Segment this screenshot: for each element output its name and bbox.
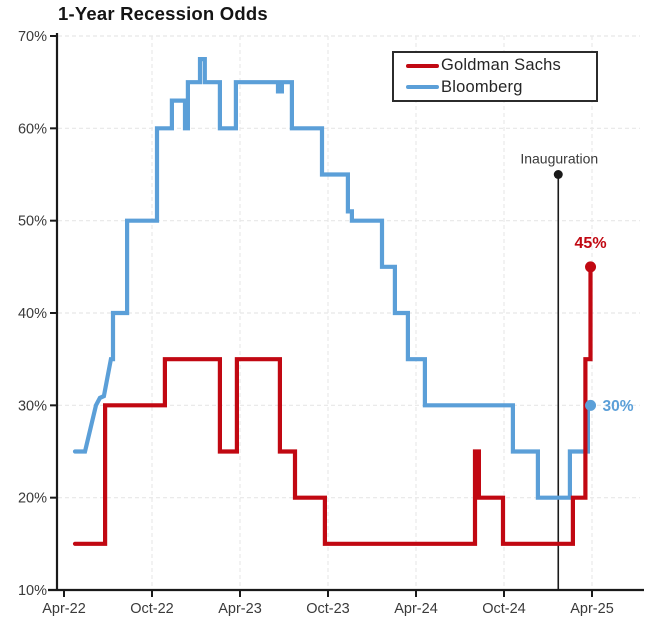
legend: Goldman Sachs Bloomberg — [392, 51, 598, 102]
x-tick-label: Oct-23 — [306, 601, 350, 617]
legend-item-goldman: Goldman Sachs — [406, 56, 590, 75]
x-tick-label: Oct-24 — [482, 601, 526, 617]
end-value-label: 45% — [575, 235, 607, 252]
annotation-label: Inauguration — [520, 151, 598, 167]
y-tick-label: 50% — [18, 214, 47, 230]
chart-title: 1-Year Recession Odds — [58, 3, 268, 24]
x-tick-label: Oct-22 — [130, 601, 174, 617]
x-tick-label: Apr-23 — [218, 601, 262, 617]
y-tick-label: 30% — [18, 398, 47, 414]
y-tick-label: 60% — [18, 121, 47, 137]
y-tick-label: 70% — [18, 29, 47, 45]
y-tick-label: 40% — [18, 306, 47, 322]
legend-label-goldman: Goldman Sachs — [441, 56, 561, 75]
legend-item-bloomberg: Bloomberg — [406, 78, 590, 97]
axes — [48, 33, 644, 592]
annotation-inauguration: Inauguration — [520, 151, 598, 589]
end-value-label: 30% — [603, 398, 634, 415]
bloomberg-line-swatch-icon — [406, 84, 439, 90]
gridlines — [58, 35, 640, 589]
series-end-goldman-sachs: 45% — [575, 235, 607, 273]
y-axis-ticks: 10% 20% 30% 40% 50% 60% 70% — [18, 29, 57, 599]
series-goldman-sachs — [72, 264, 593, 546]
series-end-bloomberg: 30% — [585, 398, 634, 415]
x-tick-label: Apr-25 — [570, 601, 614, 617]
x-tick-label: Apr-24 — [394, 601, 438, 617]
x-axis-ticks: Apr-22 Oct-22 Apr-23 Oct-23 Apr-24 Oct-24 Apr-… — [42, 590, 614, 617]
y-tick-label: 10% — [18, 583, 47, 599]
legend-label-bloomberg: Bloomberg — [441, 77, 523, 96]
series-bloomberg — [72, 56, 593, 500]
x-tick-label: Apr-22 — [42, 601, 86, 617]
y-tick-label: 20% — [18, 491, 47, 507]
goldman-line-swatch-icon — [406, 63, 439, 69]
